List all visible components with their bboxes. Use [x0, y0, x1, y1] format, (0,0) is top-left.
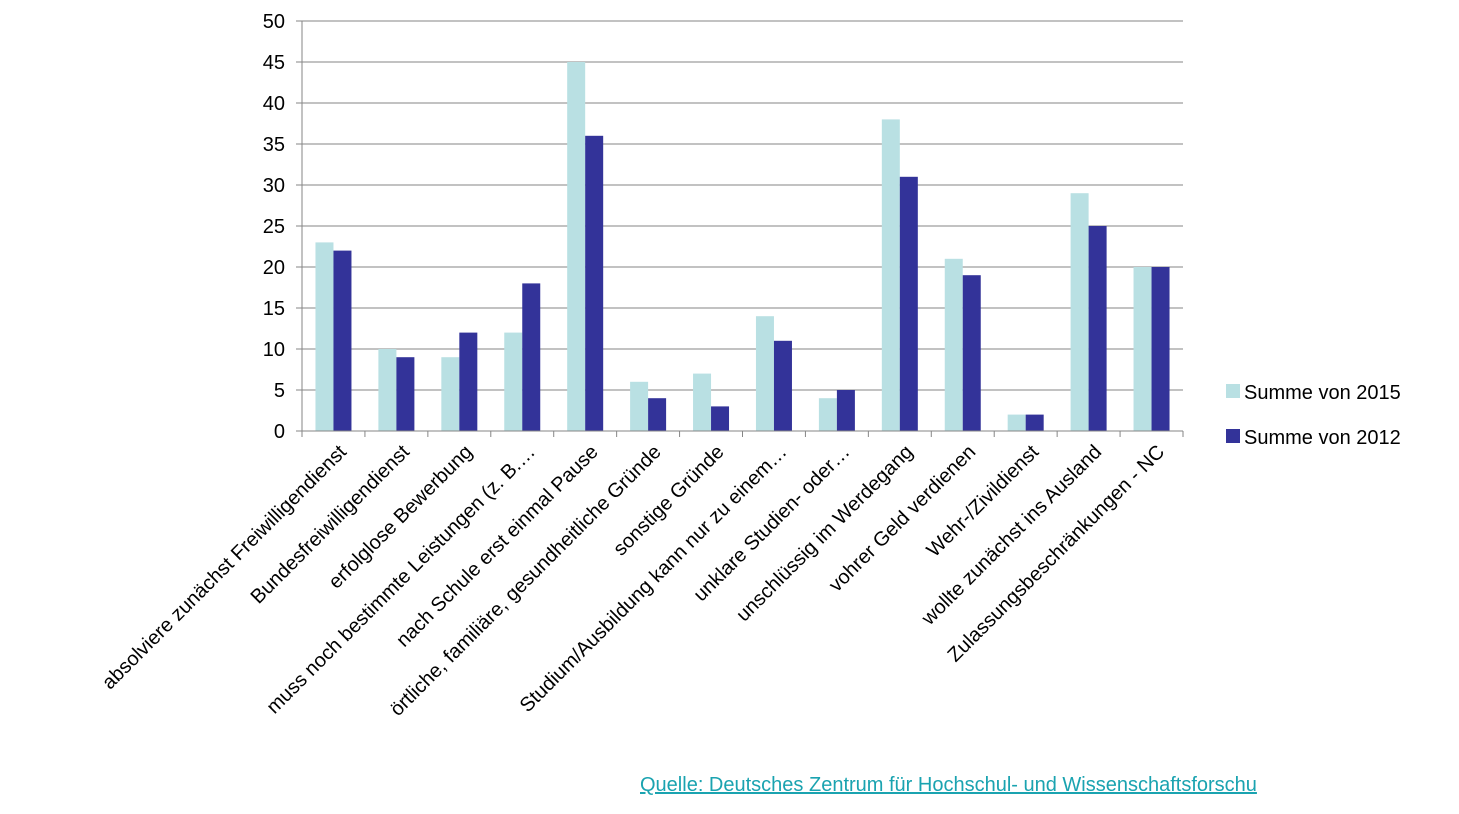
- y-tick-label: 15: [263, 298, 285, 320]
- bar-2012: [962, 275, 981, 431]
- legend-label: Summe von 2012: [1244, 427, 1401, 449]
- bar-2012: [1088, 226, 1107, 431]
- legend-swatch: [1226, 429, 1240, 443]
- legend: Summe von 2015 Summe von 2012: [1226, 382, 1401, 449]
- y-tick-label: 25: [263, 216, 285, 238]
- y-tick-label: 45: [263, 52, 285, 74]
- source-link[interactable]: Quelle: Deutsches Zentrum für Hochschul-…: [640, 774, 1257, 796]
- bar-2015: [504, 332, 523, 431]
- bar-2012: [836, 390, 855, 431]
- bar-2012: [711, 406, 730, 431]
- bar-2015: [693, 373, 712, 431]
- x-tick-label: Wehr-/Zivildienst: [923, 441, 1044, 562]
- bars: [315, 62, 1170, 432]
- bar-2012: [899, 176, 918, 431]
- bar-2015: [567, 62, 586, 431]
- x-tick-label: sonstige Gründe: [609, 441, 728, 560]
- bar-2015: [944, 258, 963, 431]
- bar-2015: [1133, 267, 1152, 431]
- bar-2012: [459, 332, 478, 431]
- bar-2012: [773, 340, 792, 431]
- y-tick-label: 20: [263, 257, 285, 279]
- legend-label: Summe von 2015: [1244, 382, 1401, 404]
- bar-2015: [1070, 193, 1089, 431]
- bar-2015: [378, 349, 397, 431]
- bar-2015: [1007, 414, 1026, 431]
- bar-2012: [333, 250, 352, 431]
- bar-2015: [881, 119, 900, 432]
- bar-2015: [441, 357, 460, 431]
- bar-2015: [755, 316, 774, 431]
- bar-2015: [315, 242, 334, 431]
- bar-2012: [648, 398, 667, 431]
- y-tick-label: 0: [274, 421, 285, 443]
- bar-2012: [1151, 267, 1170, 431]
- x-tick-labels: absolviere zunächst FreiwilligendienstBu…: [98, 441, 1169, 721]
- bar-2015: [818, 398, 837, 431]
- axes: [296, 20, 1184, 437]
- y-tick-label: 50: [263, 11, 285, 33]
- bar-2012: [396, 357, 415, 431]
- bar-2012: [1025, 414, 1044, 431]
- legend-swatch: [1226, 384, 1240, 398]
- y-tick-label: 5: [274, 380, 285, 402]
- bar-2015: [630, 381, 649, 431]
- bar-2012: [522, 283, 541, 431]
- gridlines: [302, 20, 1183, 391]
- y-tick-label: 35: [263, 134, 285, 156]
- y-tick-label: 10: [263, 339, 285, 361]
- y-tick-labels: 0 5 10 15 20 25 30 35 40 45 50: [263, 11, 285, 443]
- y-tick-label: 30: [263, 175, 285, 197]
- y-tick-label: 40: [263, 93, 285, 115]
- bar-2012: [585, 135, 604, 432]
